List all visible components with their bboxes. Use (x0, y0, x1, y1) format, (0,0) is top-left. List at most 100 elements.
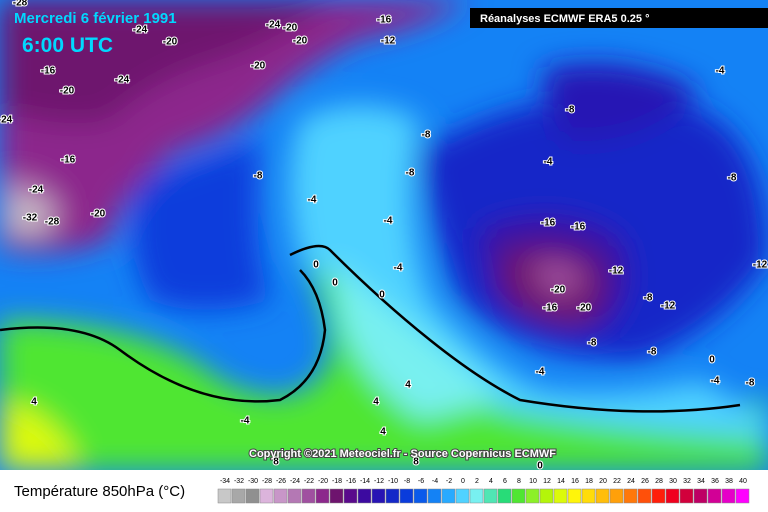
contour-label: -16 (543, 303, 558, 314)
legend-tick-label: 34 (697, 478, 705, 485)
copyright: Copyright ©2021 Meteociel.fr - Source Co… (249, 448, 556, 460)
legend-tick-label: -24 (290, 478, 300, 485)
legend-swatch (455, 488, 470, 504)
contour-label: 4 (380, 427, 386, 438)
legend-tick-label: 40 (739, 478, 747, 485)
contour-label: -20 (91, 209, 106, 220)
contour-label: 0 (313, 260, 319, 271)
contour-label: -12 (381, 36, 396, 47)
legend-tick-label: 38 (725, 478, 733, 485)
legend-swatch (315, 488, 330, 504)
contour-label: -24 (115, 75, 130, 86)
contour-label: -16 (571, 222, 586, 233)
legend-swatch (273, 488, 288, 504)
contour-label: -24 (29, 185, 44, 196)
legend-tick-label: 32 (683, 478, 691, 485)
legend-swatch (259, 488, 274, 504)
legend-swatch (287, 488, 302, 504)
contour-label: -8 (644, 293, 653, 304)
contour-label: 0 (709, 355, 715, 366)
legend-swatch (371, 488, 386, 504)
legend-tick-label: 28 (655, 478, 663, 485)
contour-label: -20 (551, 285, 566, 296)
contour-label: -4 (241, 416, 250, 427)
contour-label: -8 (728, 173, 737, 184)
legend-swatch (525, 488, 540, 504)
contour-label: 4 (373, 397, 379, 408)
temperature-field (0, 0, 768, 470)
contour-label: 4 (31, 397, 37, 408)
legend-tick-label: 24 (627, 478, 635, 485)
legend-tick-label: -12 (374, 478, 384, 485)
legend-swatch (567, 488, 582, 504)
legend-swatch (553, 488, 568, 504)
legend-swatch (483, 488, 498, 504)
legend-swatch (427, 488, 442, 504)
contour-label: -4 (394, 263, 403, 274)
contour-label: -8 (566, 105, 575, 116)
contour-label: -16 (377, 15, 392, 26)
contour-label: -24 (133, 25, 148, 36)
legend-swatch (245, 488, 260, 504)
contour-label: -8 (648, 347, 657, 358)
contour-label: -4 (716, 66, 725, 77)
title: Mercredi 6 février 1991 (14, 10, 177, 27)
contour-label: -8 (406, 168, 415, 179)
legend-tick-label: -28 (262, 478, 272, 485)
contour-label: -8 (746, 378, 755, 389)
legend-tick-label: -22 (304, 478, 314, 485)
legend-swatch (581, 488, 596, 504)
contour-label: -12 (609, 266, 624, 277)
contour-label: -16 (541, 218, 556, 229)
legend-swatch (679, 488, 694, 504)
legend-tick-label: -4 (432, 478, 438, 485)
legend-tick-label: -26 (276, 478, 286, 485)
legend-tick-label: -8 (404, 478, 410, 485)
legend-tick-label: 36 (711, 478, 719, 485)
legend-swatch (329, 488, 344, 504)
legend-tick-label: 0 (461, 478, 465, 485)
contour-label: -32 (23, 213, 38, 224)
legend-tick-label: -18 (332, 478, 342, 485)
legend-swatch (609, 488, 624, 504)
legend-swatch (497, 488, 512, 504)
legend-swatch (637, 488, 652, 504)
legend-swatch (231, 488, 246, 504)
legend-swatch (693, 488, 708, 504)
legend-title: Température 850hPa (°C) (14, 483, 185, 500)
legend-tick-label: 4 (489, 478, 493, 485)
legend-swatch (539, 488, 554, 504)
contour-label: 8 (273, 457, 279, 468)
contour-label: 0 (379, 290, 385, 301)
legend-tick-label: 6 (503, 478, 507, 485)
contour-label: -8 (422, 130, 431, 141)
legend-tick-label: -30 (248, 478, 258, 485)
legend-tick-label: -32 (234, 478, 244, 485)
legend-tick-label: -6 (418, 478, 424, 485)
contour-label: 4 (405, 380, 411, 391)
legend-tick-label: 2 (475, 478, 479, 485)
legend-swatch (735, 488, 750, 504)
legend-tick-label: -16 (346, 478, 356, 485)
legend-swatch (343, 488, 358, 504)
legend-tick-label: -10 (388, 478, 398, 485)
legend-swatch (623, 488, 638, 504)
legend-swatch (399, 488, 414, 504)
contour-label: -8 (588, 338, 597, 349)
legend-swatch (721, 488, 736, 504)
contour-label: -20 (251, 61, 266, 72)
contour-label: -16 (61, 155, 76, 166)
contour-label: -16 (41, 66, 56, 77)
contour-label: -4 (544, 157, 553, 168)
legend-tick-label: -14 (360, 478, 370, 485)
legend-tick-label: 22 (613, 478, 621, 485)
contour-label: -20 (163, 37, 178, 48)
legend-swatch (357, 488, 372, 504)
legend-tick-label: 16 (571, 478, 579, 485)
legend-tick-label: -2 (446, 478, 452, 485)
legend-tick-label: 26 (641, 478, 649, 485)
legend-swatch (665, 488, 680, 504)
time: 6:00 UTC (22, 34, 113, 57)
legend-swatch (441, 488, 456, 504)
legend-swatch (469, 488, 484, 504)
